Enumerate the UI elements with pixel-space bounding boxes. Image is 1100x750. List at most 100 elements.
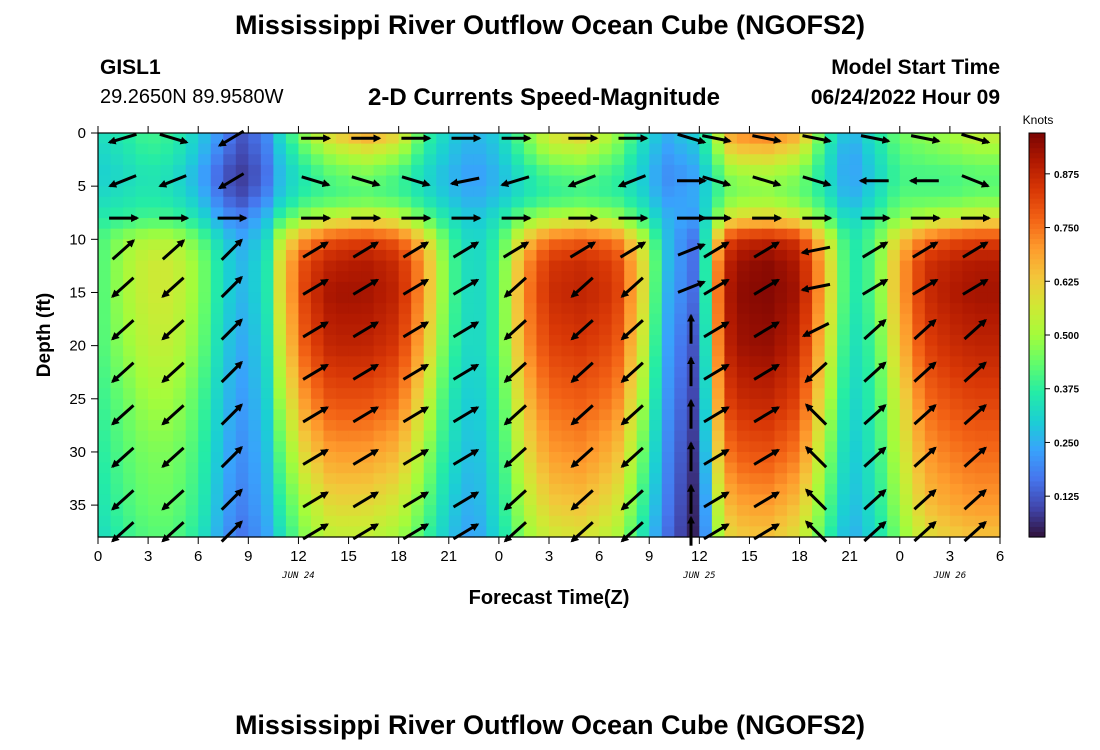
heatmap-cell — [323, 271, 337, 283]
heatmap-cell — [511, 239, 525, 251]
heatmap-cell — [586, 175, 600, 187]
heatmap-cell — [260, 249, 274, 262]
heatmap-cell — [523, 175, 538, 187]
heatmap-cell — [135, 345, 149, 357]
heatmap-cell — [862, 303, 876, 315]
heatmap-cell — [323, 239, 337, 251]
heatmap-cell — [862, 345, 876, 357]
heatmap-cell — [787, 292, 801, 304]
heatmap-cell — [235, 207, 249, 219]
colorbar-swatch — [1029, 183, 1045, 190]
heatmap-cell — [586, 207, 600, 219]
heatmap-cell — [874, 345, 888, 357]
heatmap-cell — [411, 207, 425, 219]
heatmap-cell — [373, 324, 387, 336]
heatmap-cell — [962, 441, 976, 453]
heatmap-cell — [398, 207, 412, 219]
heatmap-cell — [686, 494, 700, 506]
heatmap-cell — [386, 218, 400, 230]
colorbar-swatch — [1029, 456, 1045, 462]
current-vector-arrow — [804, 361, 828, 383]
heatmap-cell — [749, 451, 763, 464]
heatmap-cell — [473, 218, 487, 230]
heatmap-cell — [887, 377, 901, 389]
current-vector-arrow — [753, 363, 780, 381]
heatmap-cell — [874, 366, 888, 379]
heatmap-cell — [223, 271, 237, 283]
heatmap-cell — [711, 207, 725, 219]
heatmap-cell — [649, 133, 663, 145]
heatmap-cell — [624, 515, 638, 527]
heatmap-cell — [761, 154, 776, 166]
current-vector-arrow — [963, 361, 987, 383]
heatmap-cell — [661, 494, 675, 506]
heatmap-cell — [624, 430, 638, 442]
heatmap-cell — [887, 324, 901, 336]
heatmap-cell — [423, 303, 437, 315]
heatmap-cell — [536, 441, 550, 453]
heatmap-cell — [874, 186, 888, 198]
heatmap-cell — [323, 143, 337, 155]
heatmap-cell — [473, 505, 487, 517]
heatmap-cell — [198, 366, 212, 379]
heatmap-cell — [824, 143, 838, 155]
heatmap-cell — [699, 196, 713, 209]
current-vector-arrow — [503, 361, 528, 383]
heatmap-cell — [787, 303, 801, 315]
heatmap-cell — [523, 281, 538, 294]
heatmap-cell — [498, 228, 513, 240]
heatmap-cell — [611, 483, 625, 496]
heatmap-cell — [611, 441, 625, 453]
heatmap-cell — [711, 228, 725, 240]
heatmap-cell — [949, 366, 964, 379]
heatmap-cell — [373, 196, 387, 209]
heatmap-cell — [761, 303, 776, 315]
heatmap-cell — [160, 303, 174, 315]
heatmap-cell — [749, 505, 763, 517]
heatmap-cell — [198, 249, 212, 262]
heatmap-cell — [799, 249, 813, 262]
heatmap-cell — [899, 451, 913, 464]
heatmap-cell — [686, 451, 700, 464]
heatmap-cell — [874, 207, 888, 219]
heatmap-cell — [799, 473, 813, 485]
heatmap-cell — [498, 462, 513, 474]
heatmap-cell — [561, 281, 575, 294]
heatmap-cell — [774, 313, 788, 325]
colorbar-swatch — [1029, 516, 1045, 523]
heatmap-cell — [148, 281, 162, 294]
heatmap-cell — [962, 398, 976, 411]
heatmap-cell — [549, 313, 563, 325]
heatmap-cell — [674, 505, 688, 517]
heatmap-cell — [649, 249, 663, 262]
heatmap-cell — [699, 324, 713, 336]
heatmap-cell — [862, 335, 876, 347]
heatmap-cell — [135, 196, 149, 209]
heatmap-cell — [498, 292, 513, 304]
heatmap-cell — [949, 292, 964, 304]
heatmap-cell — [912, 473, 926, 485]
heatmap-cell — [336, 473, 350, 485]
heatmap-cell — [135, 175, 149, 187]
colorbar-swatch — [1029, 370, 1045, 376]
heatmap-cell — [674, 515, 688, 527]
heatmap-cell — [173, 345, 187, 357]
heatmap-cell — [661, 451, 675, 464]
heatmap-cell — [148, 462, 162, 474]
heatmap-cell — [799, 164, 813, 177]
current-vector-arrow — [913, 318, 937, 341]
heatmap-cell — [699, 505, 713, 517]
heatmap-cell — [586, 483, 600, 496]
heatmap-cell — [148, 409, 162, 421]
heatmap-cell — [185, 249, 199, 262]
heatmap-cell — [210, 462, 224, 474]
heatmap-cell — [761, 249, 776, 262]
heatmap-cell — [260, 218, 274, 230]
heatmap-cell — [586, 398, 600, 411]
current-vector-arrow — [861, 241, 889, 259]
heatmap-cell — [749, 239, 763, 251]
heatmap-cell — [711, 366, 725, 379]
heatmap-cell — [461, 356, 475, 368]
heatmap-cell — [348, 154, 362, 166]
heatmap-cell — [110, 228, 124, 240]
